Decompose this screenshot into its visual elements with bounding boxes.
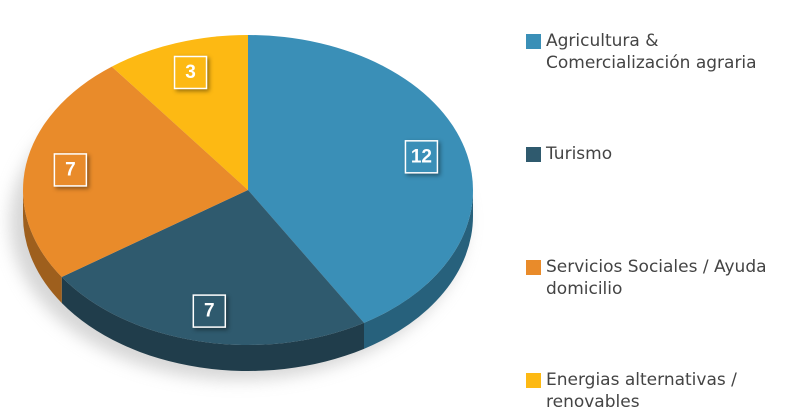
legend-item: Servicios Sociales / Ayuda domicilio [526, 256, 791, 300]
legend-label: Turismo [546, 144, 613, 164]
data-label-box [192, 294, 227, 328]
legend-label: Energias alternativas / renovables [546, 370, 737, 412]
data-label-box [53, 153, 88, 187]
legend-swatch [526, 34, 541, 49]
slice [22, 66, 249, 277]
data-label-box [404, 140, 439, 174]
slice-side [61, 276, 364, 371]
slice [248, 35, 473, 323]
legend-swatch [526, 373, 541, 388]
data-label-box [173, 55, 208, 90]
slice [61, 190, 364, 346]
slice [111, 35, 248, 190]
slice-side [363, 190, 473, 349]
legend-label: Agricultura & Comercialización agraria [546, 31, 757, 73]
legend-label: Servicios Sociales / Ayuda domicilio [546, 257, 767, 299]
data-label: 3 [185, 62, 196, 83]
legend-item: Energias alternativas / renovables [526, 369, 791, 413]
legend-swatch [526, 260, 541, 275]
legend-item: Turismo [526, 143, 791, 165]
data-label: 7 [65, 159, 76, 180]
legend-swatch [526, 147, 541, 162]
chart: 12 7 7 3 [10, 35, 473, 380]
legend-item: Agricultura & Comercialización agraria [526, 30, 791, 74]
slice-side [22, 190, 62, 303]
data-label: 7 [204, 301, 215, 322]
data-label: 12 [411, 146, 432, 167]
